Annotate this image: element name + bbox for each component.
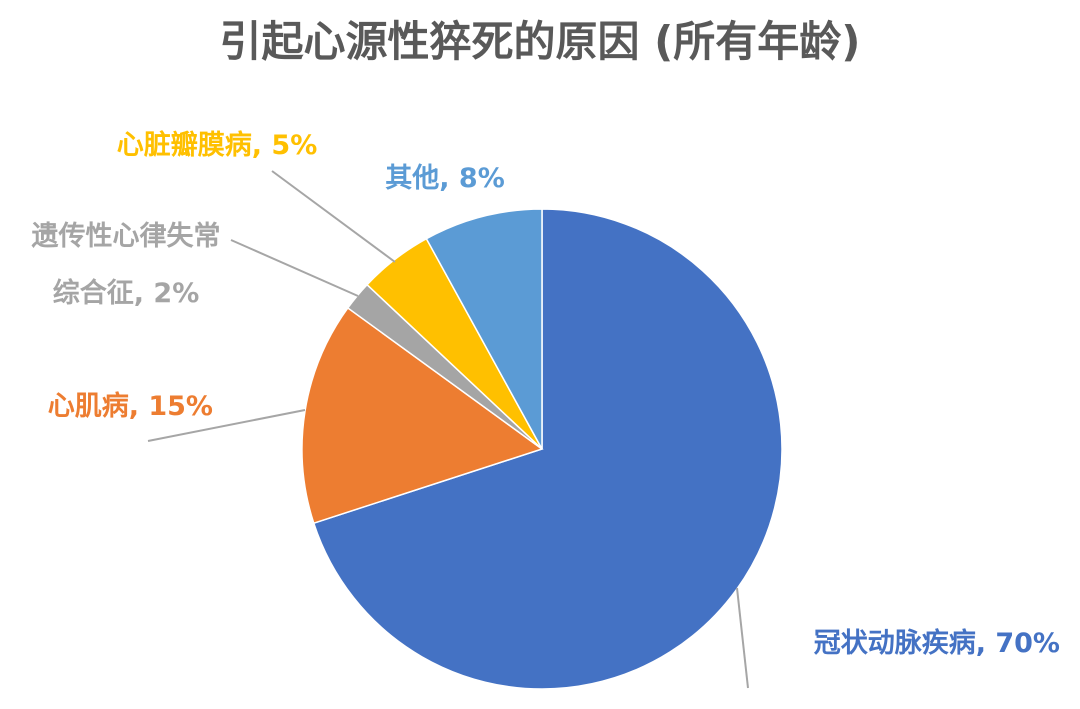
pie-slice-1 <box>312 208 783 690</box>
leader-line-4 <box>271 170 396 263</box>
chart-title: 引起心源性猝死的原因 (所有年龄) <box>219 17 860 66</box>
leader-line-1 <box>736 587 749 689</box>
pie-slices <box>301 208 783 690</box>
leader-line-2 <box>147 409 306 442</box>
data-label-3: 遗传性心律失常综合征, 2% <box>32 221 221 309</box>
data-label-1: 冠状动脉疾病, 70% <box>814 627 1060 659</box>
leader-line-3 <box>230 239 359 297</box>
leader-lines <box>147 170 749 689</box>
data-label-4: 心脏瓣膜病, 5% <box>117 130 318 161</box>
data-labels: 冠状动脉疾病, 70% 心肌病, 15% 遗传性心律失常综合征, 2% 心脏瓣膜病, … <box>32 130 1061 659</box>
pie-slice-5 <box>425 208 543 450</box>
pie-slice-2 <box>301 306 544 525</box>
data-label-2: 心肌病, 15% <box>48 391 213 422</box>
data-label-5: 其他, 8% <box>385 163 505 194</box>
